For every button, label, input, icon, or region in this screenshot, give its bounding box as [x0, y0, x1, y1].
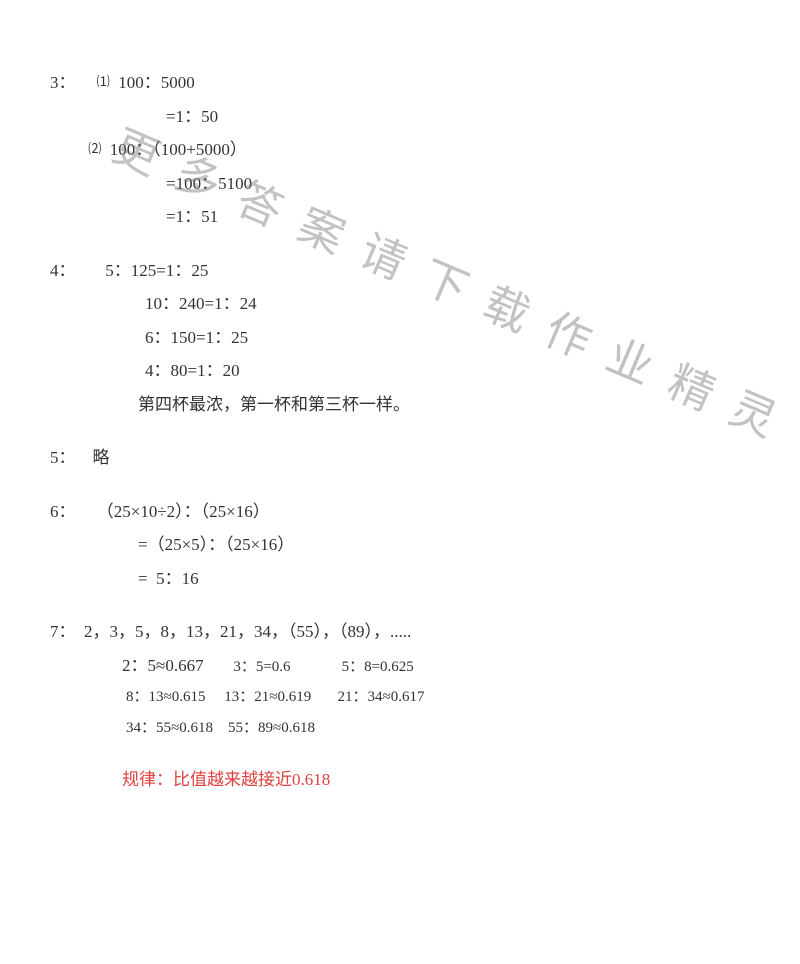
p3-line3: ⑵ 100：（100+5000）	[50, 137, 750, 163]
p7-4b: 55：89≈0.618	[228, 720, 315, 736]
p6-expr1: （25×10÷2）：（25×16）	[97, 502, 270, 521]
p4-line2: 10：240=1：24	[50, 291, 750, 317]
problem-5: 5： 略	[50, 445, 750, 471]
p7-line2: 2：5≈0.667 3：5=0.6 5：8=0.625	[50, 653, 750, 679]
p7-4a: 34：55≈0.618	[126, 720, 213, 736]
p3-label: 3：	[50, 73, 76, 92]
p6-line3: = 5：16	[50, 566, 750, 592]
p3-line1: 3： ⑴ 100：5000	[50, 70, 750, 96]
p7-2a: 2：5≈0.667	[122, 656, 204, 675]
problem-7: 7： 2，3，5，8，13，21，34，（55），（89），..... 2：5≈…	[50, 619, 750, 793]
p7-3b: 13：21≈0.619	[224, 689, 311, 705]
p3-line4: =100：5100	[50, 171, 750, 197]
spacer	[50, 747, 750, 759]
p4-line5: 第四杯最浓，第一杯和第三杯一样。	[50, 392, 750, 418]
p7-3c: 21：34≈0.617	[337, 689, 424, 705]
problem-3: 3： ⑴ 100：5000 =1：50 ⑵ 100：（100+5000） =10…	[50, 70, 750, 230]
p5-line1: 5： 略	[50, 445, 750, 471]
p3-sub1: ⑴	[97, 74, 110, 89]
p3-line2: =1：50	[50, 104, 750, 130]
p6-label: 6：	[50, 502, 76, 521]
p7-2b: 3：5=0.6	[233, 659, 290, 675]
p7-rule: 规律：比值越来越接近0.618	[50, 767, 750, 793]
p6-line1: 6： （25×10÷2）：（25×16）	[50, 499, 750, 525]
p3-expr3: 100：（100+5000）	[110, 140, 247, 159]
p3-line5: =1：51	[50, 204, 750, 230]
p4-line1: 4： 5：125=1：25	[50, 258, 750, 284]
p4-line3: 6：150=1：25	[50, 325, 750, 351]
problem-4: 4： 5：125=1：25 10：240=1：24 6：150=1：25 4：8…	[50, 258, 750, 418]
problem-6: 6： （25×10÷2）：（25×16） =（25×5）：（25×16） = 5…	[50, 499, 750, 592]
p7-line4: 34：55≈0.618 55：89≈0.618	[50, 717, 750, 740]
p7-label: 7：	[50, 622, 76, 641]
p3-sub2: ⑵	[88, 141, 101, 156]
p6-line2: =（25×5）：（25×16）	[50, 532, 750, 558]
p7-line3: 8：13≈0.615 13：21≈0.619 21：34≈0.617	[50, 686, 750, 709]
p7-seq: 2，3，5，8，13，21，34，（55），（89），.....	[84, 622, 411, 641]
p7-3a: 8：13≈0.615	[126, 689, 205, 705]
p7-2c: 5：8=0.625	[342, 659, 414, 675]
p5-text: 略	[93, 448, 110, 467]
p4-expr1: 5：125=1：25	[105, 261, 208, 280]
p5-label: 5：	[50, 448, 76, 467]
document-content: 3： ⑴ 100：5000 =1：50 ⑵ 100：（100+5000） =10…	[0, 0, 800, 871]
p4-line4: 4：80=1：20	[50, 358, 750, 384]
p4-label: 4：	[50, 261, 76, 280]
p3-expr1: 100：5000	[118, 73, 195, 92]
p7-line1: 7： 2，3，5，8，13，21，34，（55），（89），.....	[50, 619, 750, 645]
